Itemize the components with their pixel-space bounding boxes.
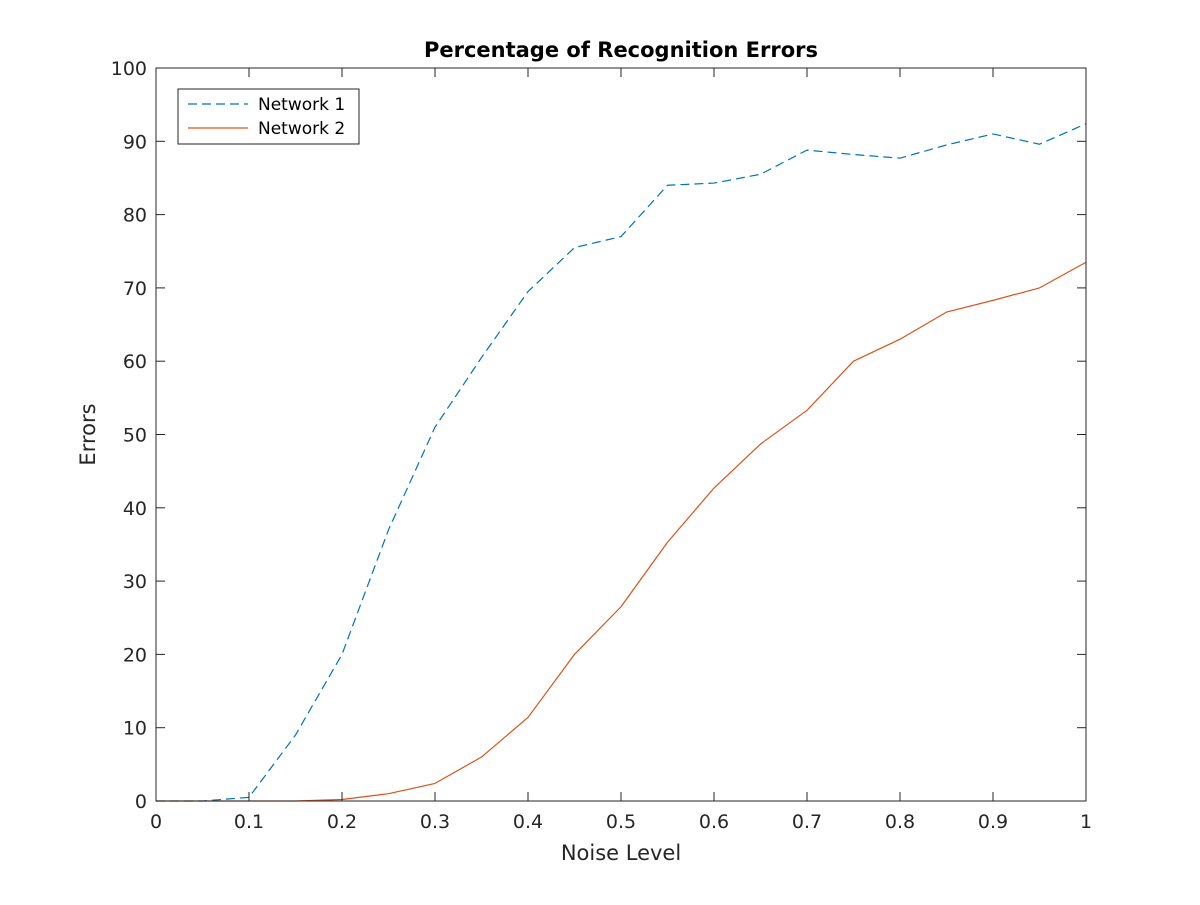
y-tick-label: 90: [123, 131, 147, 153]
y-tick-label: 10: [123, 718, 147, 740]
y-axis-title: Errors: [76, 403, 100, 465]
x-tick-label: 0.9: [978, 811, 1008, 833]
chart-title: Percentage of Recognition Errors: [424, 38, 818, 62]
y-tick-label: 80: [123, 205, 147, 227]
legend-label-1: Network 1: [258, 95, 345, 115]
y-tick-label: 60: [123, 351, 147, 373]
x-tick-label: 0.4: [513, 811, 543, 833]
series-line-1: [156, 123, 1087, 802]
x-axis-title: Noise Level: [561, 841, 681, 865]
x-tick-label: 0: [150, 811, 162, 833]
y-tick-label: 30: [123, 571, 147, 593]
x-tick-label: 0.3: [420, 811, 450, 833]
x-tick-label: 0.6: [699, 811, 729, 833]
y-tick-label: 20: [123, 644, 147, 666]
x-tick-label: 0.7: [792, 811, 822, 833]
y-tick-label: 100: [111, 58, 147, 80]
y-tick-label: 0: [135, 791, 147, 813]
legend-label-2: Network 2: [258, 119, 345, 139]
legend-box: [177, 88, 360, 145]
x-tick-label: 1: [1080, 811, 1092, 833]
y-tick-label: 70: [123, 278, 147, 300]
axes-group: 0 0.1 0.2 0.3 0.4 0.5 0.6 0.7 0.8 0.9 101020304050…: [111, 58, 1092, 833]
x-tick-label: 0.5: [606, 811, 636, 833]
x-tick-label: 0.1: [234, 811, 264, 833]
plot-area: [156, 68, 1086, 801]
x-tick-label: 0.8: [885, 811, 915, 833]
y-tick-label: 40: [123, 498, 147, 520]
x-tick-label: 0.2: [327, 811, 357, 833]
y-tick-label: 50: [123, 425, 147, 447]
legend: Network 1 Network 2: [177, 88, 360, 145]
